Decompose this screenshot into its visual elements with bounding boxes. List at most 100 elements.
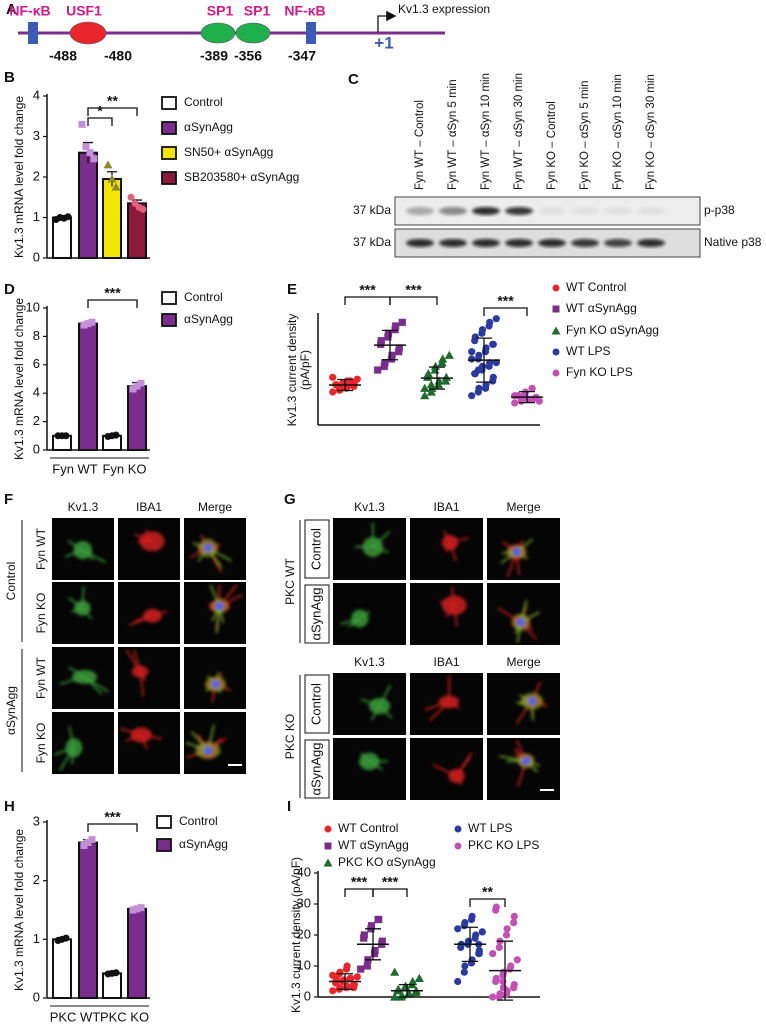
- x-tick-label: PKC KO: [100, 1009, 149, 1024]
- blot-band: [472, 239, 500, 247]
- y-tick-label: 0: [33, 249, 40, 264]
- cell-body: [130, 727, 152, 743]
- legend-label: Control: [179, 814, 218, 828]
- lane-label: Fyn KO – Control: [546, 101, 558, 190]
- significance-label: ***: [359, 282, 376, 298]
- tss-label: +1: [374, 33, 393, 52]
- cell-body: [368, 697, 391, 715]
- significance-label: *: [97, 103, 103, 119]
- legend-label: SN50+ αSynAgg: [184, 145, 273, 159]
- blot-size: 37 kDa: [353, 203, 391, 217]
- sd-bar: [429, 366, 445, 390]
- tss-arrow: [377, 10, 397, 32]
- data-point: [507, 962, 515, 970]
- cell-body: [438, 695, 460, 709]
- data-point: [489, 373, 497, 381]
- data-point: [323, 858, 333, 867]
- data-point: [353, 973, 361, 981]
- data-point: [482, 381, 490, 389]
- micrograph: [410, 583, 483, 645]
- data-point: [391, 326, 399, 334]
- cell: [119, 727, 162, 750]
- data-point: [88, 318, 96, 326]
- binding-site: [235, 22, 271, 44]
- panel-label: G: [284, 491, 296, 508]
- y-tick-label: 0: [33, 441, 40, 456]
- significance-bracket: [344, 888, 374, 897]
- y-tick-label: 30: [297, 895, 311, 910]
- cell-body: [351, 609, 369, 628]
- lane-label: Fyn WT – αSyn 30 min: [513, 73, 525, 190]
- legend-label: αSynAgg: [184, 312, 233, 326]
- output-label: Kv1.3 expression: [398, 2, 490, 16]
- data-point: [552, 369, 560, 377]
- data-point: [390, 992, 400, 1001]
- cell: [360, 684, 393, 721]
- data-point: [384, 333, 392, 341]
- sd-bar: [476, 337, 492, 383]
- data-point: [552, 348, 560, 356]
- significance-label: ***: [497, 293, 514, 309]
- significance-label: ***: [104, 285, 121, 301]
- data-point: [139, 205, 147, 213]
- micrograph: [118, 712, 180, 774]
- blot-band: [538, 239, 566, 247]
- legend-label: Fyn KO LPS: [566, 365, 633, 379]
- data-point: [420, 383, 430, 392]
- legend-swatch: [161, 121, 177, 135]
- data-point: [112, 969, 120, 977]
- data-point: [486, 318, 494, 326]
- legend-label: αSynAgg: [179, 837, 228, 851]
- blot-band: [406, 239, 434, 247]
- data-point: [475, 351, 483, 359]
- data-point: [127, 193, 135, 201]
- data-point: [454, 925, 462, 933]
- nucleus: [211, 680, 220, 689]
- data-point: [475, 384, 483, 392]
- data-point: [387, 355, 396, 363]
- y-axis-label: Kv1.3 mRNA level fold change: [12, 298, 26, 460]
- column-header: Kv1.3: [68, 500, 99, 514]
- row-label-box: [304, 739, 330, 799]
- y-tick-label: 2: [33, 413, 40, 428]
- data-point: [430, 361, 441, 370]
- data-point: [350, 981, 358, 989]
- y-axis-label: Kv1.3 mRNA level fold change: [12, 96, 26, 258]
- data-point: [324, 842, 332, 850]
- legend-label: Control: [184, 290, 223, 304]
- cell-body: [441, 595, 467, 616]
- cell-body: [139, 531, 165, 552]
- data-point: [329, 388, 337, 396]
- blot-row-name: Native p38: [704, 235, 762, 249]
- legend-swatch: [161, 313, 177, 327]
- data-point: [528, 384, 536, 392]
- sd-bar: [462, 926, 478, 962]
- legend-label: WT αSynAgg: [338, 838, 409, 852]
- cell: [128, 608, 168, 627]
- data-point: [137, 379, 145, 387]
- nucleus: [512, 547, 521, 556]
- blot-band: [439, 207, 467, 215]
- data-point: [360, 931, 368, 939]
- blot-band: [637, 207, 665, 215]
- data-point: [329, 987, 337, 995]
- legend-label: WT Control: [338, 821, 398, 835]
- site-position: -356: [234, 48, 262, 64]
- bar: [78, 151, 98, 259]
- cell: [359, 752, 389, 771]
- cell: [185, 724, 227, 760]
- cell-body: [441, 535, 459, 551]
- data-point: [62, 934, 70, 942]
- data-point: [350, 382, 358, 391]
- cell: [432, 751, 473, 786]
- nucleus: [215, 602, 224, 611]
- significance-bracket: [87, 117, 113, 126]
- cell-body: [65, 738, 83, 758]
- cell-body: [131, 665, 149, 678]
- sd-bar: [382, 329, 398, 361]
- bar: [78, 841, 98, 999]
- data-point: [492, 315, 500, 323]
- site-name: SP1: [207, 3, 234, 19]
